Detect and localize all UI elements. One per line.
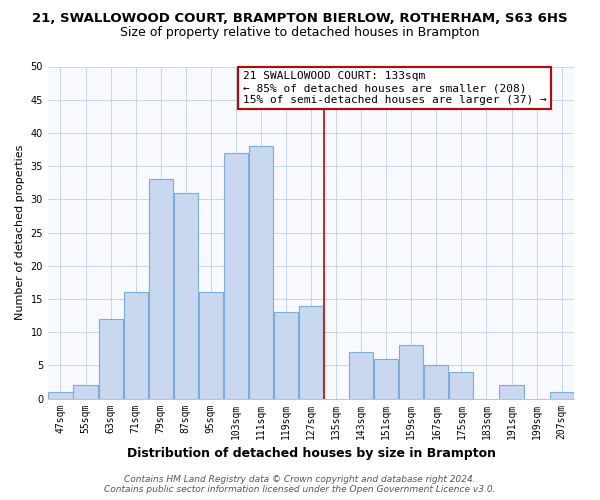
Bar xyxy=(124,292,148,399)
Bar xyxy=(299,306,323,398)
Bar xyxy=(173,192,198,398)
Bar xyxy=(399,346,424,399)
Bar xyxy=(349,352,373,399)
Bar xyxy=(274,312,298,398)
Bar xyxy=(199,292,223,399)
Text: Contains HM Land Registry data © Crown copyright and database right 2024.
Contai: Contains HM Land Registry data © Crown c… xyxy=(104,474,496,494)
Bar xyxy=(424,366,448,398)
Bar xyxy=(224,153,248,398)
Bar xyxy=(374,358,398,399)
Bar xyxy=(550,392,574,398)
Bar xyxy=(149,180,173,398)
X-axis label: Distribution of detached houses by size in Brampton: Distribution of detached houses by size … xyxy=(127,447,496,460)
Bar xyxy=(98,319,122,398)
Bar xyxy=(73,386,98,398)
Y-axis label: Number of detached properties: Number of detached properties xyxy=(15,145,25,320)
Bar xyxy=(49,392,73,398)
Bar xyxy=(249,146,273,399)
Text: Size of property relative to detached houses in Brampton: Size of property relative to detached ho… xyxy=(120,26,480,39)
Text: 21, SWALLOWOOD COURT, BRAMPTON BIERLOW, ROTHERHAM, S63 6HS: 21, SWALLOWOOD COURT, BRAMPTON BIERLOW, … xyxy=(32,12,568,26)
Text: 21 SWALLOWOOD COURT: 133sqm
← 85% of detached houses are smaller (208)
15% of se: 21 SWALLOWOOD COURT: 133sqm ← 85% of det… xyxy=(242,72,547,104)
Bar xyxy=(449,372,473,398)
Bar xyxy=(499,386,524,398)
